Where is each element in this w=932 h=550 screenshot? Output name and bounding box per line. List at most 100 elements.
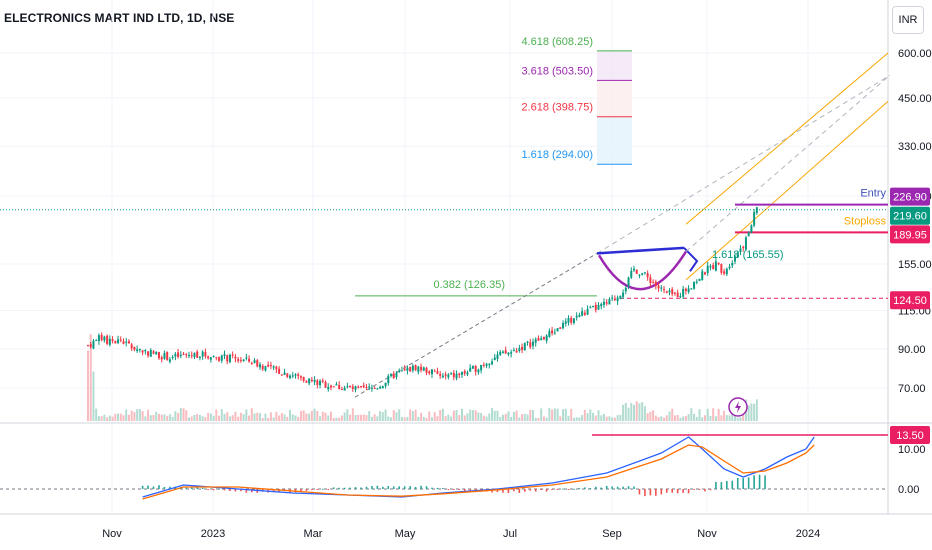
candle-body [556, 328, 559, 332]
candle-body [690, 288, 693, 290]
candle-body [592, 306, 595, 308]
histogram-bar [196, 486, 198, 489]
candle-body [589, 307, 592, 309]
candle-body [466, 372, 469, 375]
candle-body [583, 312, 586, 315]
volume-bar [701, 417, 704, 421]
candle-body [370, 387, 373, 389]
histogram-bar [463, 489, 466, 492]
histogram-bar [589, 487, 592, 489]
volume-bar [739, 417, 742, 421]
histogram-bar [676, 489, 679, 494]
candle-body [428, 371, 431, 374]
volume-bar [329, 411, 332, 421]
volume-bar [327, 415, 330, 421]
annotation-entry: Entry [860, 188, 886, 200]
candle-body [717, 262, 720, 265]
histogram-bar [409, 486, 411, 489]
volume-bar [646, 413, 649, 421]
volume-bar [540, 408, 543, 421]
volume-bar [346, 409, 349, 421]
histogram-bar [469, 489, 471, 491]
candle-body [660, 287, 663, 289]
volume-bar [117, 413, 120, 421]
volume-bar [755, 399, 758, 421]
volume-bar [698, 409, 701, 421]
currency-button[interactable]: INR [892, 6, 924, 34]
candle-body [218, 357, 221, 361]
volume-bar [597, 410, 600, 421]
candle-body [469, 367, 472, 372]
channel-lower [685, 100, 889, 281]
volume-bar [693, 413, 696, 421]
candle-body [354, 386, 357, 390]
volume-bar [228, 416, 231, 421]
candle-body [114, 340, 117, 344]
volume-bar [753, 403, 756, 421]
histogram-bar [201, 487, 204, 489]
volume-bar [163, 414, 166, 421]
candle-body [540, 338, 543, 340]
volume-bar [417, 416, 420, 421]
volume-bar [504, 413, 507, 421]
candle-body [477, 369, 480, 373]
volume-bar [480, 413, 483, 421]
candle-body [458, 373, 461, 376]
volume-bar [376, 416, 379, 421]
volume-bar [324, 412, 327, 421]
candle-body [742, 246, 745, 249]
candle-body [553, 332, 556, 334]
price-label-badge [890, 225, 930, 244]
volume-bar [673, 415, 676, 421]
volume-bar [537, 417, 540, 421]
candle-body [152, 351, 155, 354]
volume-bar [562, 409, 565, 421]
candle-body [562, 323, 565, 329]
volume-bar [245, 409, 248, 421]
price-axis-tick: 155.00 [898, 259, 932, 271]
candle-body [384, 382, 387, 387]
candle-body [578, 314, 581, 317]
volume-bar [226, 412, 229, 421]
candle-body [414, 365, 417, 371]
volume-bar [103, 414, 106, 421]
histogram-bar [316, 489, 319, 490]
candle-body [130, 344, 133, 349]
candle-body [360, 386, 362, 388]
candle-body [387, 375, 390, 384]
candle-body [436, 371, 439, 374]
volume-bar [177, 413, 180, 421]
histogram-bar [698, 489, 701, 490]
candle-body [193, 353, 196, 357]
candle-body [455, 373, 458, 379]
signal-line [142, 444, 815, 500]
candle-body [720, 264, 723, 273]
candle-body [174, 353, 177, 357]
volume-bar [723, 410, 726, 421]
histogram-bar [458, 489, 461, 490]
volume-bar [332, 417, 335, 421]
volume-bar [218, 415, 221, 421]
candle-body [627, 277, 630, 287]
volume-bar [258, 413, 261, 421]
candle-body [545, 335, 548, 341]
volume-bar [207, 412, 210, 421]
volume-bar [160, 414, 163, 421]
candle-body [501, 351, 504, 353]
volume-bar [272, 417, 275, 421]
candle-body [542, 336, 545, 340]
candle-body [215, 357, 218, 359]
candle-body [231, 354, 234, 356]
candle-body [633, 268, 635, 271]
candle-body [209, 357, 212, 360]
candle-body [242, 359, 245, 362]
histogram-bar [185, 487, 188, 489]
candle-body [439, 373, 442, 376]
candle-body [575, 315, 578, 318]
fib-1618-label: 1.618 (165.55) [712, 249, 784, 261]
candle-body [308, 378, 311, 384]
volume-bar [428, 411, 431, 421]
annotation-stoploss: Stoploss [844, 215, 887, 227]
candle-body [406, 367, 409, 371]
